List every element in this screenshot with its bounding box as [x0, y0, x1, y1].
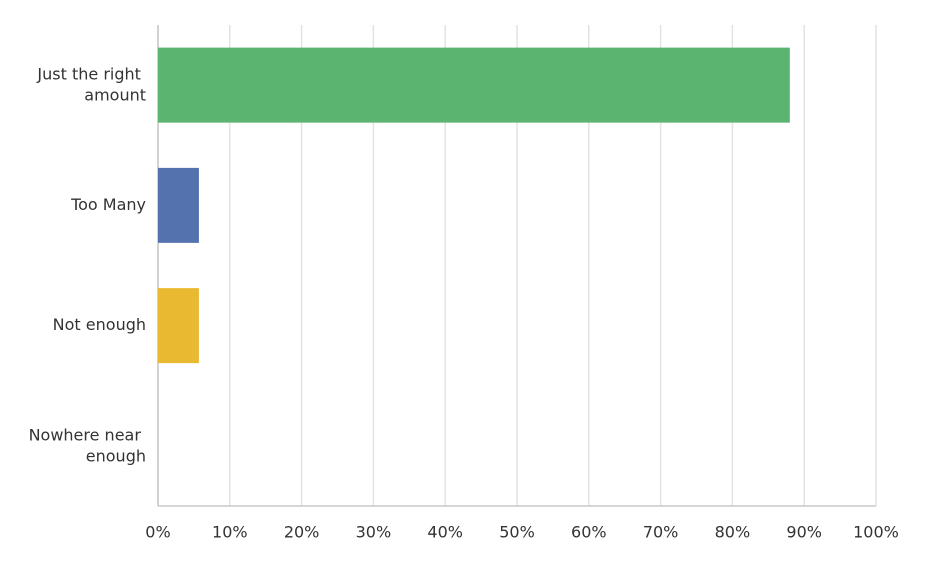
y-tick-label: Nowhere near enough	[29, 425, 146, 465]
x-tick-label: 10%	[212, 523, 248, 542]
x-tick-label: 90%	[786, 523, 822, 542]
x-tick-label: 0%	[145, 523, 170, 542]
x-tick-label: 80%	[715, 523, 751, 542]
x-tick-label: 100%	[853, 523, 899, 542]
bar	[158, 47, 790, 123]
x-tick-label: 20%	[284, 523, 320, 542]
x-tick-label: 60%	[571, 523, 607, 542]
y-tick-label: Too Many	[70, 195, 146, 214]
x-tick-label: 30%	[356, 523, 392, 542]
bar	[158, 167, 199, 243]
y-tick-label: Not enough	[53, 315, 146, 334]
y-tick-label: Just the right amount	[36, 64, 146, 104]
x-tick-label: 70%	[643, 523, 679, 542]
x-tick-label: 50%	[499, 523, 535, 542]
bar	[158, 288, 199, 364]
x-tick-label: 40%	[427, 523, 463, 542]
